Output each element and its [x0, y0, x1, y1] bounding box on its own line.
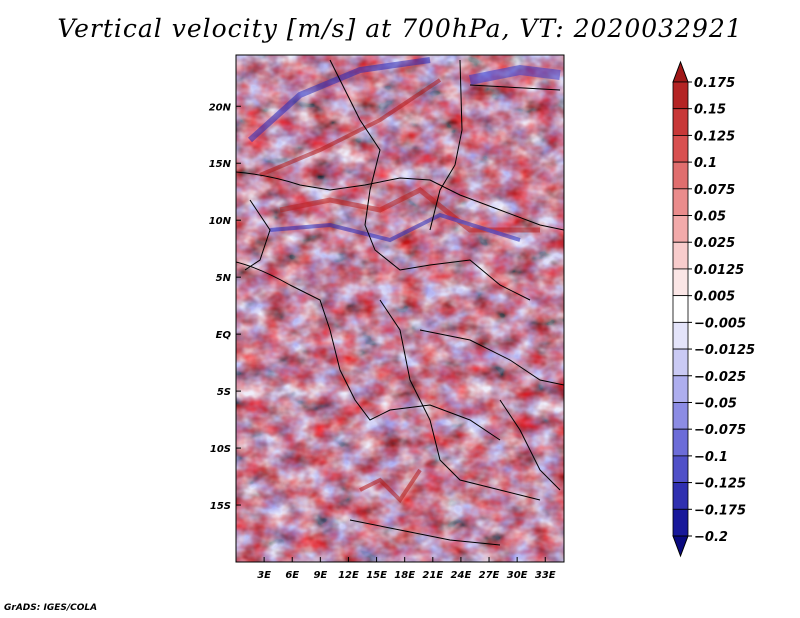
y-tick-label: EQ — [216, 330, 232, 341]
convective-bands — [247, 57, 561, 504]
grads-credit: GrADS: IGES/COLA — [4, 603, 98, 613]
x-tick-label: 18E — [394, 570, 415, 581]
colorbar-swatch — [672, 268, 689, 297]
y-tick-label: 10S — [210, 444, 231, 455]
colorbar-swatch — [672, 402, 689, 430]
colorbar-swatch — [672, 455, 689, 483]
colorbar-swatch — [672, 108, 689, 136]
colorbar-label: −0.125 — [694, 477, 746, 492]
colorbar-label: 0.005 — [694, 290, 735, 305]
y-tick-label: 5N — [216, 273, 232, 284]
colorbar-label: −0.175 — [694, 503, 746, 518]
colorbar-label: 0.125 — [694, 129, 735, 144]
x-axis-ticks: 3E 6E 9E 12E 15E 18E 21E 24E 27E 30E 33E — [257, 557, 556, 581]
y-tick-label: 5S — [217, 387, 231, 398]
colorbar-swatch — [672, 215, 689, 243]
colorbar-swatch — [672, 508, 689, 537]
colorbar-label: −0.2 — [694, 530, 728, 545]
colorbar-swatch — [672, 188, 689, 216]
colorbar-label: −0.075 — [694, 423, 746, 438]
colorbar-swatch — [672, 241, 689, 270]
colorbar: 0.175 0.15 0.125 0.1 0.075 0.05 0.025 0.0125 0.0… — [672, 60, 755, 558]
x-tick-label: 6E — [285, 570, 299, 581]
colorbar-swatch — [672, 428, 689, 457]
colorbar-bottom-arrow — [672, 535, 689, 558]
colorbar-swatch — [672, 81, 689, 110]
colorbar-label: 0.15 — [694, 103, 726, 118]
x-tick-label: 30E — [507, 570, 528, 581]
colorbar-swatch — [672, 321, 689, 350]
y-tick-label: 15S — [210, 501, 231, 512]
x-tick-label: 24E — [451, 570, 472, 581]
colorbar-label: 0.1 — [694, 156, 717, 171]
x-tick-label: 12E — [338, 570, 359, 581]
x-tick-label: 27E — [479, 570, 500, 581]
colorbar-label: −0.1 — [694, 450, 728, 465]
colorbar-label: 0.0125 — [694, 263, 744, 278]
map-title: Vertical velocity [m/s] at 700hPa, VT: 2… — [57, 14, 743, 43]
velocity-field — [236, 55, 564, 562]
colorbar-label: 0.05 — [694, 210, 726, 225]
colorbar-swatch — [672, 295, 689, 323]
y-tick-label: 20N — [209, 102, 232, 113]
country-borders — [236, 59, 564, 546]
map-frame — [235, 54, 565, 563]
y-tick-label: 10N — [209, 216, 232, 227]
y-axis-ticks: 20N 15N 10N 5N EQ 5S 10S 15S — [209, 102, 241, 512]
colorbar-swatch — [672, 135, 689, 163]
colorbar-label: 0.175 — [694, 76, 735, 91]
colorbar-swatch — [672, 482, 689, 510]
colorbar-label: 0.075 — [694, 183, 735, 198]
y-tick-label: 15N — [209, 159, 232, 170]
colorbar-label: −0.005 — [694, 316, 746, 331]
x-tick-label: 21E — [422, 570, 443, 581]
colorbar-label: −0.05 — [694, 396, 737, 411]
colorbar-label: −0.0125 — [694, 343, 755, 358]
x-tick-label: 15E — [366, 570, 387, 581]
colorbar-top-arrow — [672, 60, 689, 83]
colorbar-label: 0.025 — [694, 236, 735, 251]
colorbar-swatch — [672, 375, 689, 403]
x-tick-label: 9E — [313, 570, 327, 581]
colorbar-swatch — [672, 161, 689, 190]
x-tick-label: 3E — [257, 570, 271, 581]
x-tick-label: 33E — [535, 570, 556, 581]
colorbar-swatch — [672, 348, 689, 377]
colorbar-label: −0.025 — [694, 370, 746, 385]
